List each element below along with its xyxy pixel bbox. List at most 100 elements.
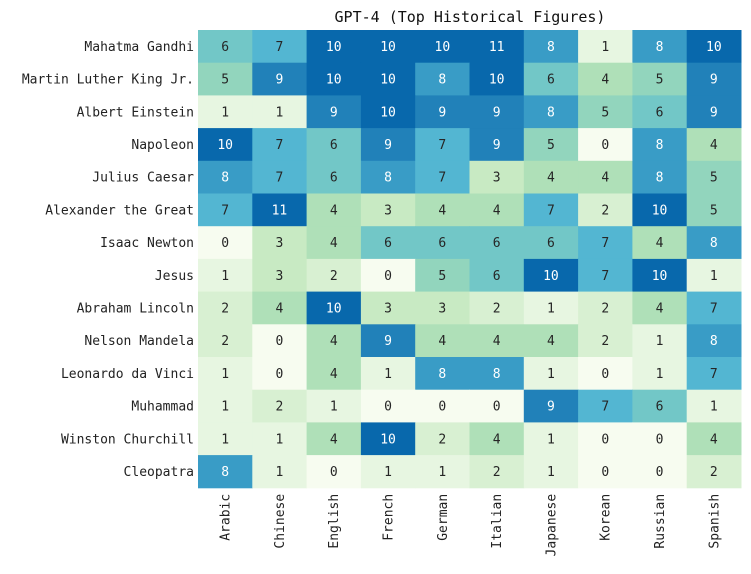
heatmap-cell [686, 455, 742, 489]
heatmap-cell [415, 291, 470, 325]
cell-value-label: 8 [710, 334, 718, 349]
cell-value-label: 0 [221, 236, 229, 251]
cell-value-label: 1 [656, 367, 664, 382]
heatmap-cell [469, 30, 525, 64]
cell-value-label: 0 [601, 138, 609, 153]
heatmap-cell [578, 258, 633, 293]
cell-value-label: 1 [276, 465, 284, 480]
heatmap-cell [306, 291, 362, 325]
cell-value-label: 2 [601, 203, 609, 218]
heatmap-cell [469, 62, 525, 96]
heatmap-cell [360, 357, 416, 391]
heatmap-cell [686, 291, 742, 325]
heatmap-cell [198, 128, 253, 162]
heatmap-cell [306, 62, 362, 96]
heatmap-cell [306, 357, 362, 391]
heatmap-cell [632, 160, 688, 194]
heatmap-cell [523, 422, 579, 456]
cell-value-label: 1 [710, 269, 718, 284]
heatmap-cell [198, 291, 253, 325]
cell-value-label: 10 [652, 203, 668, 218]
cell-value-label: 1 [330, 400, 338, 415]
cell-value-label: 1 [438, 465, 446, 480]
heatmap-cell [632, 226, 688, 260]
cell-value-label: 1 [221, 400, 229, 415]
heatmap-cell [306, 30, 362, 64]
heatmap-cell [523, 291, 579, 325]
cell-value-label: 9 [384, 138, 392, 153]
cell-value-label: 1 [221, 269, 229, 284]
heatmap-cell [632, 193, 688, 227]
heatmap-cell [523, 160, 579, 194]
cell-value-label: 2 [330, 269, 338, 284]
heatmap-cell [198, 30, 253, 64]
heatmap-cell [252, 226, 308, 260]
cell-value-label: 5 [547, 138, 555, 153]
cell-value-label: 0 [276, 367, 284, 382]
heatmap-cell [360, 455, 416, 489]
cell-value-label: 4 [330, 432, 338, 447]
heatmap-cell [523, 389, 579, 423]
heatmap-cell [306, 226, 362, 260]
cell-value-label: 3 [384, 203, 392, 218]
cell-value-label: 4 [330, 236, 338, 251]
cell-value-label: 4 [493, 334, 501, 349]
heatmap-cell [523, 128, 579, 162]
cell-value-label: 4 [438, 334, 446, 349]
heatmap-cell [360, 324, 416, 358]
cell-value-label: 2 [493, 301, 501, 316]
cell-value-label: 3 [276, 269, 284, 284]
heatmap-cell [578, 226, 633, 260]
cell-value-label: 9 [493, 138, 501, 153]
cell-value-label: 4 [438, 203, 446, 218]
heatmap-cell [632, 128, 688, 162]
heatmap-cell [415, 62, 470, 96]
row-labels: Mahatma Gandhi Martin Luther King Jr. Albe… [22, 40, 194, 480]
column-tick-label: Spanish [707, 494, 722, 549]
column-labels: Arabic Chinese English French German Italian J… [219, 494, 723, 557]
heatmap-cell [686, 258, 742, 293]
heatmap-cell [469, 193, 525, 227]
column-tick-label: Arabic [219, 494, 234, 541]
cell-value-label: 9 [384, 334, 392, 349]
cell-value-label: 8 [656, 138, 664, 153]
cell-value-label: 0 [656, 465, 664, 480]
heatmap-cell [198, 455, 253, 489]
cell-value-label: 0 [438, 400, 446, 415]
heatmap-cell [198, 258, 253, 293]
column-tick-label: Italian [490, 494, 505, 549]
cell-value-label: 1 [601, 40, 609, 55]
column-tick-label: German [436, 494, 451, 541]
heatmap-cell [252, 324, 308, 358]
cell-value-label: 4 [656, 236, 664, 251]
heatmap-cell [523, 258, 579, 293]
cell-value-label: 7 [710, 301, 718, 316]
heatmap-cell [252, 95, 308, 129]
heatmap-cell [578, 291, 633, 325]
row-tick-label: Napoleon [131, 138, 194, 153]
row-tick-label: Leonardo da Vinci [61, 367, 194, 382]
heatmap-cell [252, 160, 308, 194]
heatmap-cell [252, 291, 308, 325]
heatmap-cell [415, 128, 470, 162]
cell-value-label: 9 [438, 105, 446, 120]
cell-value-label: 1 [547, 367, 555, 382]
cell-value-label: 2 [221, 301, 229, 316]
cell-value-label: 5 [710, 203, 718, 218]
cell-value-label: 2 [438, 432, 446, 447]
cell-value-label: 1 [221, 432, 229, 447]
cell-value-label: 9 [493, 105, 501, 120]
heatmap-cell [578, 324, 633, 358]
heatmap-cell [360, 389, 416, 423]
cell-value-label: 0 [601, 432, 609, 447]
cell-value-label: 3 [276, 236, 284, 251]
cell-value-label: 7 [276, 171, 284, 186]
heatmap-cell [578, 128, 633, 162]
cell-value-label: 9 [276, 73, 284, 88]
cell-value-label: 4 [710, 432, 718, 447]
heatmap-cell [198, 160, 253, 194]
cell-value-label: 8 [547, 40, 555, 55]
heatmap-cell [360, 160, 416, 194]
cell-value-label: 4 [493, 203, 501, 218]
